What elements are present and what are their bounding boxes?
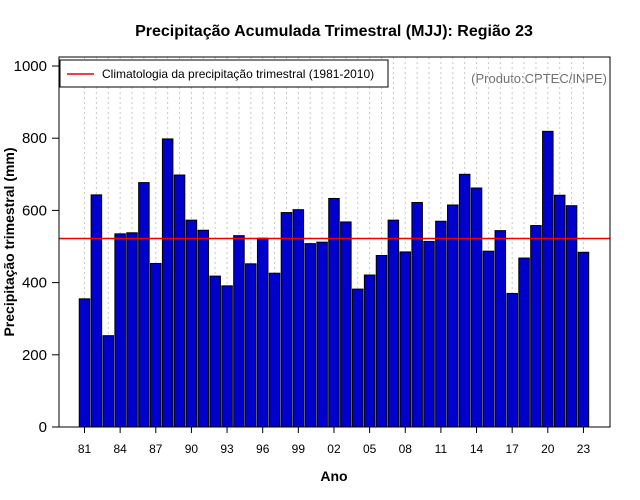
x-axis: 81 84 87 90 93 96 99 02 05 08 11 14 17 20 23 <box>78 427 591 456</box>
x-tick-label: 05 <box>363 442 377 456</box>
bar-1981 <box>78 298 91 428</box>
bar-1997 <box>268 272 281 428</box>
y-tick-label: 800 <box>22 130 47 147</box>
x-tick-label: 81 <box>78 442 92 456</box>
x-tick-label: 93 <box>220 442 234 456</box>
bar-1991 <box>197 229 210 428</box>
y-tick-label: 400 <box>22 275 47 292</box>
bar-2019 <box>530 225 542 428</box>
bar-1987 <box>150 262 162 428</box>
bar-1993 <box>221 285 233 428</box>
x-tick-label: 90 <box>185 442 199 456</box>
bar-2020 <box>542 130 554 428</box>
x-tick-label: 87 <box>149 442 163 456</box>
bar-1996 <box>256 237 269 428</box>
bar-2023 <box>577 251 590 428</box>
bar-2005 <box>363 274 376 428</box>
bars-group <box>78 130 590 428</box>
bar-2007 <box>387 219 400 428</box>
y-axis-title: Precipitação trimestral (mm) <box>1 147 17 336</box>
bar-2004 <box>351 288 364 428</box>
source-label: (Produto:CPTEC/INPE) <box>471 71 607 86</box>
bar-2001 <box>316 241 328 428</box>
bar-2015 <box>482 250 495 428</box>
bar-2017 <box>506 292 518 428</box>
bar-1990 <box>185 219 198 428</box>
bar-1989 <box>173 174 186 428</box>
bar-2009 <box>411 201 423 428</box>
x-tick-label: 08 <box>399 442 413 456</box>
bar-1985 <box>126 232 138 428</box>
bar-1986 <box>138 182 150 428</box>
y-tick-label: 200 <box>22 347 47 364</box>
x-tick-label: 02 <box>327 442 341 456</box>
bar-2011 <box>435 220 447 428</box>
y-tick-label: 1000 <box>14 58 47 75</box>
bar-1998 <box>280 212 293 428</box>
x-tick-label: 23 <box>577 442 591 456</box>
bar-1992 <box>209 275 221 428</box>
plot-frame <box>58 56 611 428</box>
bar-1984 <box>114 233 126 428</box>
x-tick-label: 84 <box>113 442 127 456</box>
x-tick-label: 99 <box>292 442 306 456</box>
bar-2000 <box>304 243 316 428</box>
bar-2003 <box>340 221 352 428</box>
bar-2002 <box>328 197 340 428</box>
x-tick-label: 20 <box>541 442 555 456</box>
x-tick-label: 14 <box>470 442 484 456</box>
bar-2008 <box>399 251 412 428</box>
bar-1983 <box>102 335 115 428</box>
bar-1988 <box>161 138 174 428</box>
bar-2021 <box>553 194 566 428</box>
legend-label: Climatologia da precipitação trimestral … <box>102 67 374 81</box>
bar-2016 <box>494 230 507 428</box>
bar-1995 <box>245 263 257 428</box>
bar-2013 <box>458 173 471 428</box>
bar-2018 <box>518 257 530 428</box>
bar-1982 <box>90 194 103 428</box>
bar-1999 <box>292 209 305 428</box>
legend-box <box>59 59 389 88</box>
x-tick-label: 11 <box>435 442 448 456</box>
bar-2010 <box>423 240 435 428</box>
legend: Climatologia da precipitação trimestral … <box>59 59 389 88</box>
x-axis-title: Ano <box>320 468 347 484</box>
y-tick-label: 600 <box>22 202 47 219</box>
x-tick-label: 17 <box>506 442 520 456</box>
y-tick-label: 0 <box>39 419 47 436</box>
x-tick-label: 96 <box>256 442 270 456</box>
bar-1994 <box>233 235 245 428</box>
y-axis: 0 200 400 600 800 1000 <box>14 58 59 436</box>
bar-2006 <box>375 255 388 428</box>
bar-2014 <box>470 187 483 428</box>
chart-title: Precipitação Acumulada Trimestral (MJJ):… <box>135 23 533 40</box>
